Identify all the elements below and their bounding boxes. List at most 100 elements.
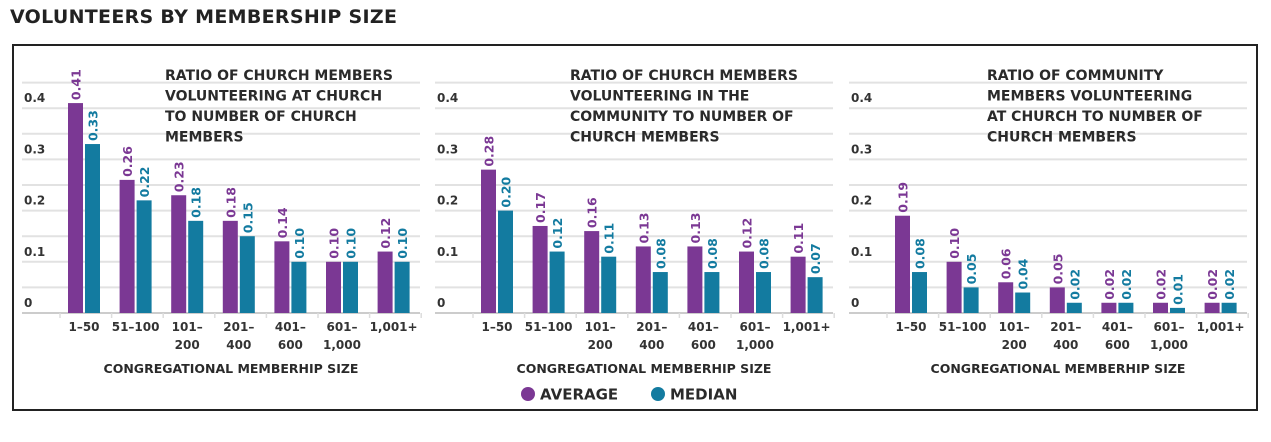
category-label: 201– — [223, 320, 254, 334]
data-label: 0.06 — [999, 248, 1014, 279]
median-bar — [188, 220, 204, 313]
median-bar — [498, 210, 513, 313]
data-label: 0.10 — [947, 228, 962, 259]
median-bar — [704, 272, 720, 313]
median-bar — [652, 272, 668, 313]
median-bar — [136, 200, 152, 313]
data-label: 0.22 — [137, 167, 152, 198]
data-label: 0.10 — [344, 228, 359, 259]
category-label: 101– — [172, 320, 203, 334]
average-bar — [274, 241, 290, 313]
category-label: 401– — [688, 320, 719, 334]
chart-title-line: MEMBERS — [165, 130, 244, 146]
data-label: 0.05 — [1050, 254, 1065, 285]
chart-title-line: AT CHURCH TO NUMBER OF — [987, 109, 1203, 125]
chart-title-line: TO NUMBER OF CHURCH — [165, 109, 357, 125]
data-label: 0.08 — [653, 238, 668, 269]
y-tick-label: 0.2 — [24, 194, 45, 208]
y-tick-label: 0.1 — [437, 245, 458, 259]
chart-title-line: RATIO OF CHURCH MEMBERS — [570, 68, 798, 84]
category-label: 51–100 — [525, 320, 573, 334]
chart-frame — [12, 44, 1258, 411]
data-label: 0.02 — [1154, 269, 1169, 300]
category-label: 600 — [278, 338, 303, 352]
data-label: 0.05 — [964, 254, 979, 285]
category-label: 1,001+ — [783, 320, 831, 334]
legend-swatch — [651, 387, 665, 401]
y-tick-label: 0.1 — [851, 245, 872, 259]
category-label: 400 — [226, 338, 251, 352]
chart-2: 0 0.1 0.2 0.3 0.4 RATIO OF CHURCH MEMBERS VOLU… — [435, 68, 835, 376]
category-label: 51–100 — [112, 320, 160, 334]
category-label: 1,000 — [323, 338, 361, 352]
category-label: 1,000 — [1150, 338, 1188, 352]
y-tick-label: 0 — [851, 296, 859, 310]
median-bar — [343, 261, 358, 313]
data-label: 0.13 — [636, 213, 651, 244]
data-label: 0.02 — [1222, 269, 1237, 300]
median-bar — [1066, 302, 1082, 313]
category-label: 200 — [175, 338, 200, 352]
data-label: 0.26 — [120, 146, 135, 177]
data-label: 0.18 — [223, 187, 238, 218]
figure-title: VOLUNTEERS BY MEMBERSHIP SIZE — [10, 6, 398, 28]
legend-swatch — [521, 387, 535, 401]
average-bar — [377, 251, 393, 313]
category-label: 601– — [739, 320, 770, 334]
average-bar — [895, 215, 910, 313]
category-label: 401– — [275, 320, 306, 334]
x-axis-label: CONGREGATIONAL MEMBERHIP SIZE — [104, 361, 359, 376]
chart-1: 0 0.1 0.2 0.3 0.4 RATIO OF CHURCH MEMBERS VOLU… — [22, 68, 422, 376]
x-axis-label: CONGREGATIONAL MEMBERHIP SIZE — [931, 361, 1186, 376]
legend-item-average: AVERAGE — [521, 386, 618, 404]
category-label: 401– — [1102, 320, 1133, 334]
average-bar — [222, 220, 238, 313]
average-bar — [1101, 302, 1117, 313]
category-label: 51–100 — [939, 320, 987, 334]
y-tick-label: 0 — [24, 296, 32, 310]
data-label: 0.04 — [1016, 258, 1031, 289]
average-bar — [1153, 302, 1168, 313]
chart-title-line: MEMBERS VOLUNTEERING — [987, 89, 1192, 105]
y-tick-label: 0.2 — [851, 194, 872, 208]
y-tick-label: 0.4 — [437, 91, 458, 105]
average-bar — [790, 256, 806, 313]
average-bar — [998, 282, 1014, 313]
median-bar — [291, 261, 307, 313]
category-label: 1–50 — [895, 320, 926, 334]
data-label: 0.02 — [1067, 269, 1082, 300]
data-label: 0.18 — [189, 187, 204, 218]
data-label: 0.11 — [791, 223, 806, 254]
chart-title-line: COMMUNITY TO NUMBER OF — [570, 109, 794, 125]
median-bar — [239, 236, 255, 313]
category-label: 600 — [1105, 338, 1130, 352]
data-label: 0.12 — [550, 218, 565, 249]
data-label: 0.19 — [896, 182, 911, 213]
y-tick-label: 0 — [437, 296, 445, 310]
y-tick-label: 0.3 — [24, 142, 45, 156]
average-bar — [532, 225, 548, 313]
data-label: 0.08 — [705, 238, 720, 269]
data-label: 0.12 — [740, 218, 755, 249]
data-label: 0.17 — [533, 192, 548, 223]
data-label: 0.11 — [602, 223, 617, 254]
chart-title-line: CHURCH MEMBERS — [570, 130, 720, 146]
chart-3: 0 0.1 0.2 0.3 0.4 RATIO OF COMMUNITY MEMBERS V… — [849, 68, 1249, 376]
legend-label: AVERAGE — [540, 386, 618, 404]
average-bar — [946, 261, 962, 313]
average-bar — [687, 246, 703, 313]
median-bar — [1221, 302, 1237, 313]
legend: AVERAGE MEDIAN — [521, 386, 737, 404]
y-tick-label: 0.2 — [437, 194, 458, 208]
category-label: 1–50 — [481, 320, 512, 334]
median-bar — [601, 256, 617, 313]
median-bar — [1015, 292, 1031, 313]
category-label: 201– — [1050, 320, 1081, 334]
data-label: 0.02 — [1205, 269, 1220, 300]
category-label: 200 — [1002, 338, 1027, 352]
x-axis-label: CONGREGATIONAL MEMBERHIP SIZE — [517, 361, 772, 376]
category-label: 1,001+ — [1197, 320, 1245, 334]
average-bar — [584, 231, 600, 313]
average-bar — [326, 261, 341, 313]
